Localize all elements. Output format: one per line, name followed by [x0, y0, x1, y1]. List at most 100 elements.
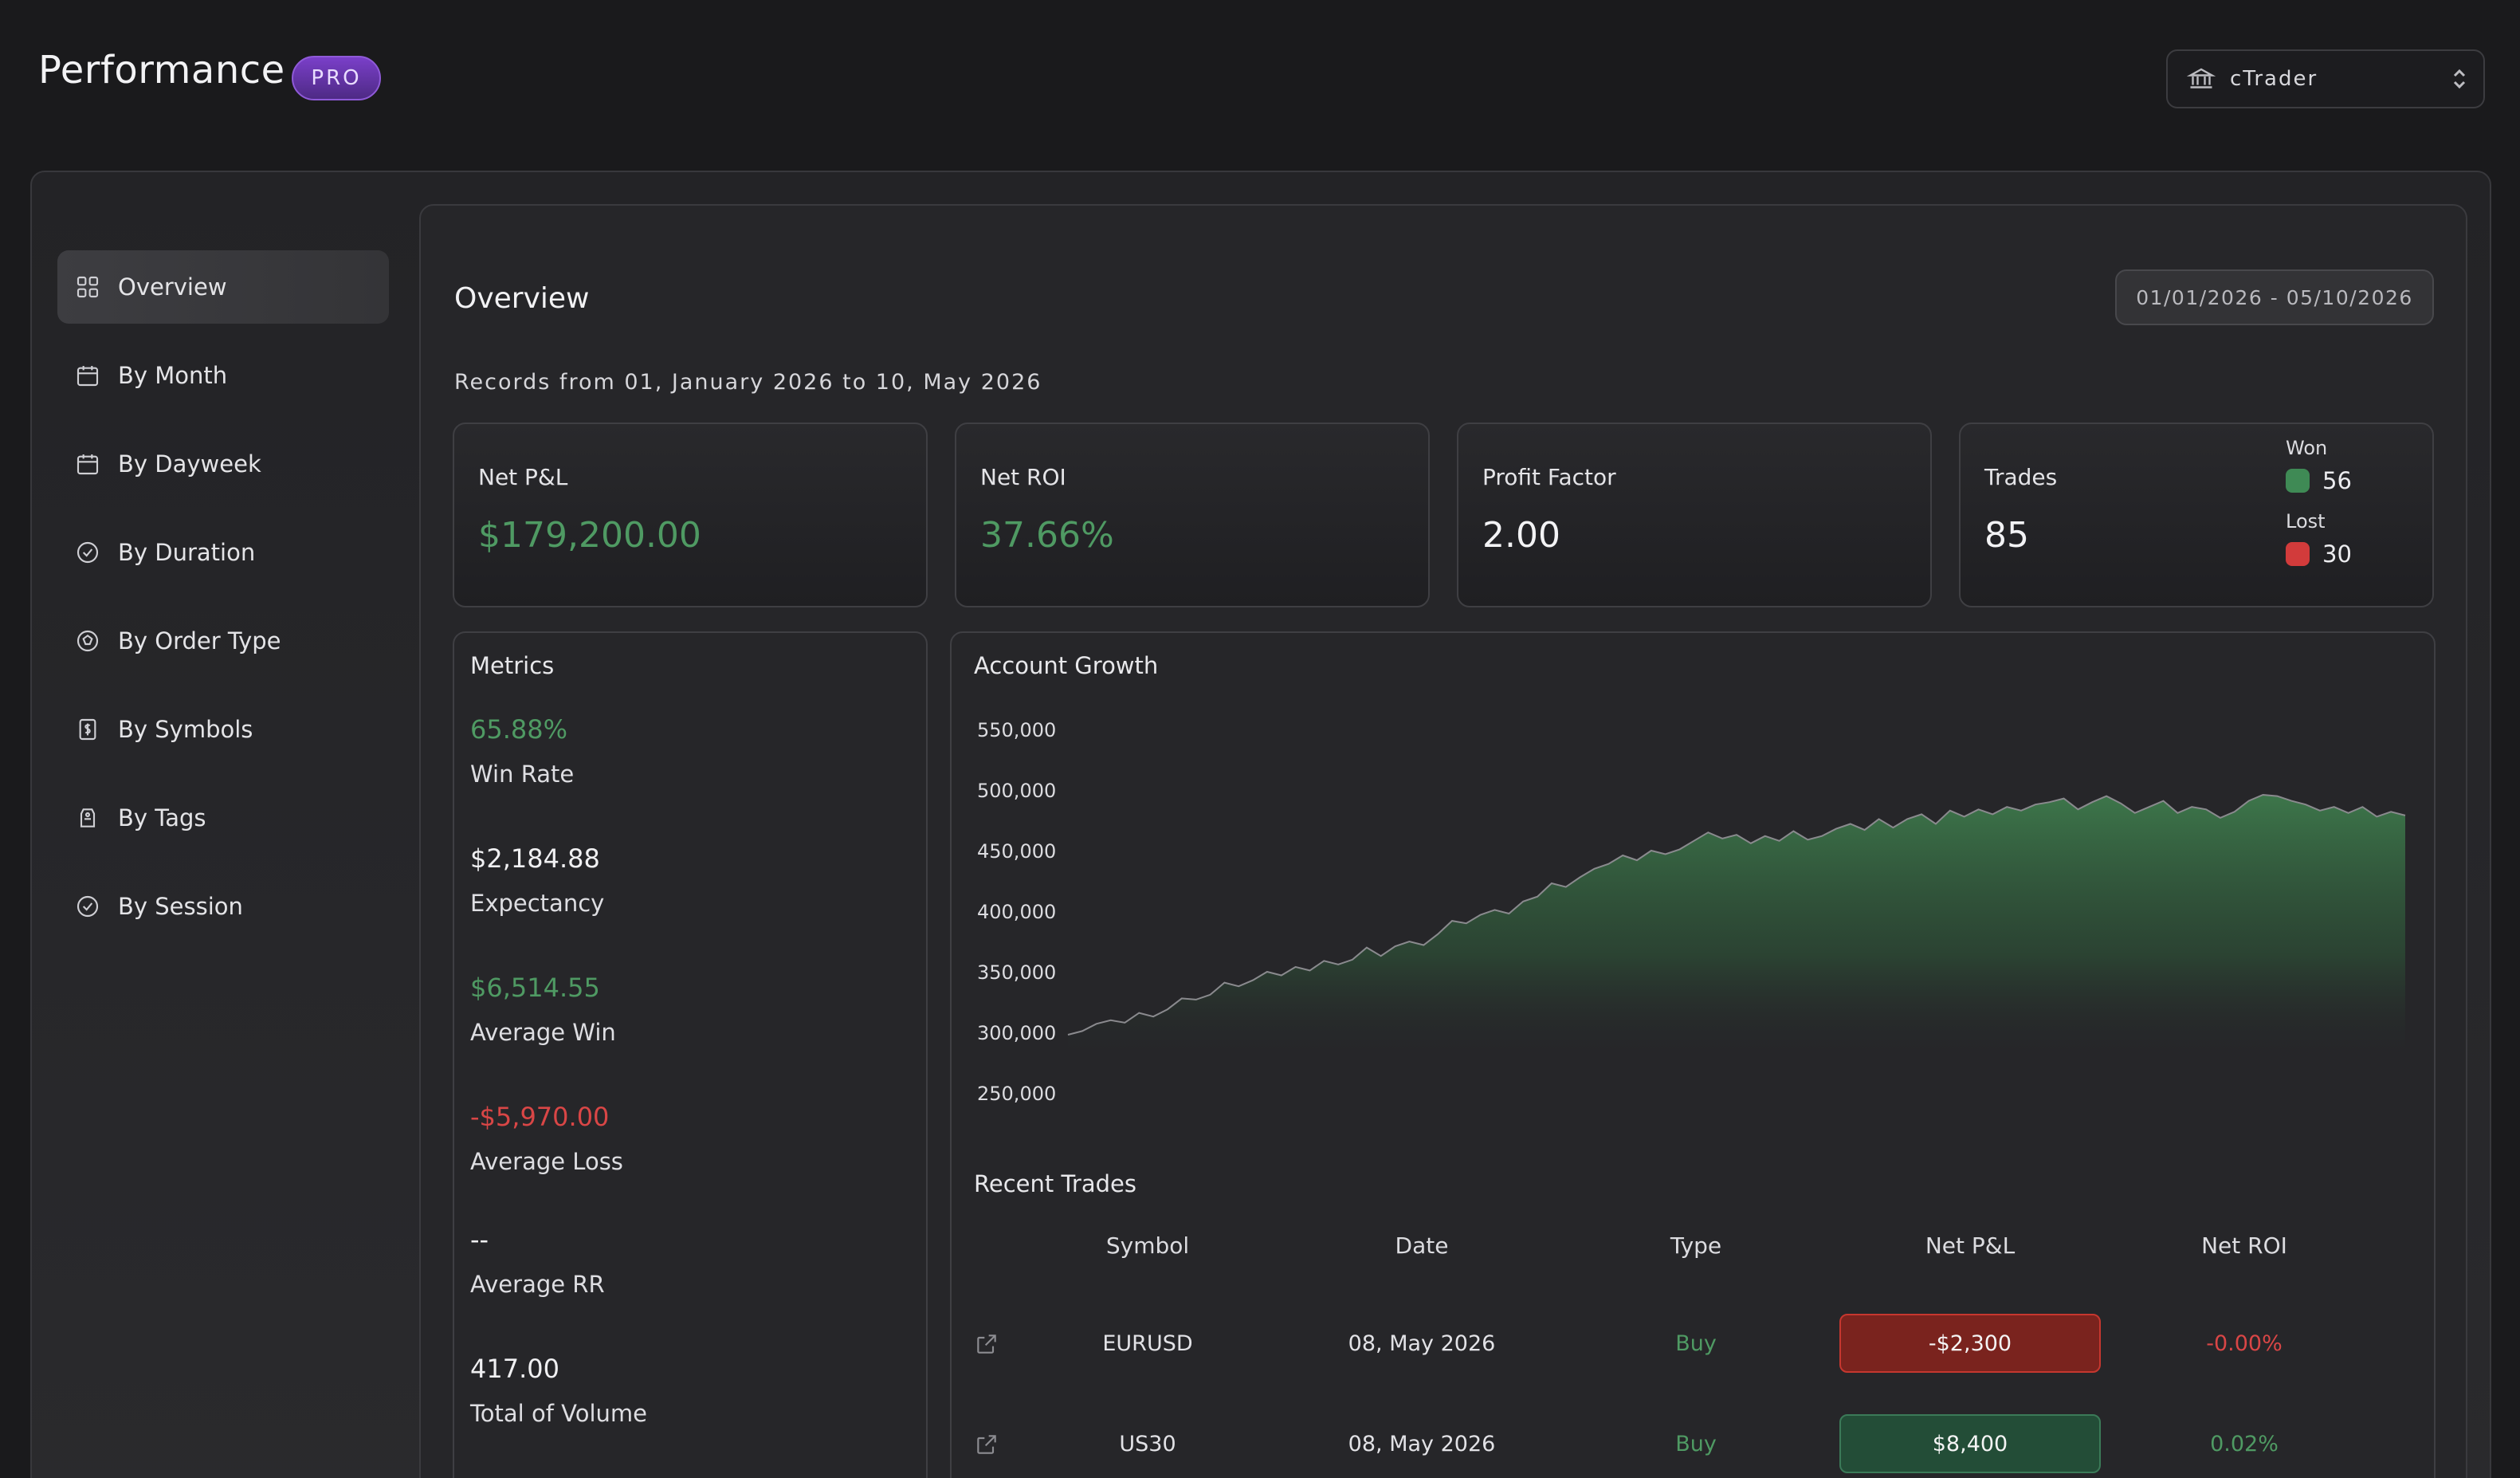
metric-average-rr: -- Average RR — [470, 1224, 605, 1298]
trade-date: 08, May 2026 — [1348, 1331, 1496, 1356]
account-growth-chart — [1067, 793, 2406, 1063]
trade-symbol: EURUSD — [1102, 1331, 1193, 1356]
net-roi-card: Net ROI 37.66% — [955, 423, 1430, 607]
metric-win-rate: 65.88% Win Rate — [470, 714, 574, 788]
metric-label: Win Rate — [470, 761, 575, 788]
y-tick-label: 550,000 — [977, 719, 1057, 741]
metrics-card: Metrics 65.88% Win Rate $2,184.88 Expect… — [453, 631, 928, 1478]
metric-value: 417.00 — [470, 1354, 559, 1384]
trade-type: Buy — [1675, 1432, 1717, 1456]
metric-value: -$5,970.00 — [470, 1102, 610, 1132]
sidebar-item-by-tags[interactable]: By Tags — [57, 781, 389, 855]
sidebar-item-by-month[interactable]: By Month — [57, 339, 389, 412]
metric-average-win: $6,514.55 Average Win — [470, 973, 616, 1046]
metric-value: 65.88% — [470, 714, 568, 745]
sidebar-item-label: Overview — [118, 273, 227, 301]
stat-label: Profit Factor — [1482, 464, 1616, 490]
lost-count: 30 — [2322, 540, 2352, 568]
records-summary: Records from 01, January 2026 to 10, May… — [454, 370, 1042, 395]
stat-label: Net P&L — [478, 464, 568, 490]
won-count: 56 — [2322, 467, 2352, 494]
trade-net-pl: -$2,300 — [1839, 1314, 2101, 1373]
sidebar-item-label: By Symbols — [118, 716, 253, 743]
trade-net-roi: -0.00% — [2206, 1331, 2283, 1356]
lost-swatch — [2286, 542, 2310, 566]
pro-badge: PRO — [292, 56, 381, 100]
growth-area — [1068, 795, 2405, 1063]
metric-value: -- — [470, 1224, 489, 1255]
dollar-doc-icon — [79, 718, 96, 741]
metric-label: Expectancy — [470, 890, 605, 917]
profit-factor-card: Profit Factor 2.00 — [1457, 423, 1932, 607]
sidebar-item-label: By Month — [118, 362, 228, 389]
metric-expectancy: $2,184.88 Expectancy — [470, 843, 604, 917]
trade-symbol: US30 — [1119, 1432, 1176, 1456]
column-header-symbol: Symbol — [1105, 1232, 1190, 1259]
metric-label: Average Loss — [470, 1148, 623, 1175]
page-header: Performance PRO cTrader — [0, 0, 2520, 159]
y-tick-label: 300,000 — [977, 1022, 1057, 1044]
trades-card: Trades 85 Won 56 Lost 30 — [1959, 423, 2434, 607]
y-tick-label: 350,000 — [977, 961, 1057, 984]
chevron-updown-icon — [2453, 69, 2466, 89]
grid-icon — [77, 276, 99, 298]
stat-value: $179,200.00 — [478, 515, 701, 556]
metric-value: $6,514.55 — [470, 973, 600, 1003]
sidebar-item-by-symbols[interactable]: By Symbols — [57, 693, 389, 766]
sidebar-item-by-duration[interactable]: By Duration — [57, 516, 389, 589]
tag-icon — [80, 808, 96, 827]
account-growth-card: Account Growth 550,000 500,000 450,000 4… — [950, 631, 2436, 1478]
won-swatch — [2286, 469, 2310, 493]
y-tick-label: 500,000 — [977, 780, 1057, 802]
growth-line — [1067, 793, 2406, 1036]
metric-label: Average RR — [470, 1271, 605, 1298]
bank-icon — [2187, 68, 2216, 88]
sidebar-item-by-session[interactable]: By Session — [57, 870, 389, 943]
calendar-icon — [77, 366, 99, 387]
date-range-picker[interactable]: 01/01/2026 - 05/10/2026 — [2115, 269, 2434, 325]
sidebar-item-label: By Duration — [118, 539, 256, 566]
sidebar-item-by-order-type[interactable]: By Order Type — [57, 604, 389, 678]
calendar-icon — [77, 454, 99, 475]
broker-select[interactable]: cTrader — [2166, 49, 2485, 108]
stat-value: 37.66% — [980, 515, 1114, 556]
column-header-date: Date — [1395, 1232, 1449, 1259]
stat-label: Net ROI — [980, 464, 1066, 490]
column-header-type: Type — [1670, 1232, 1722, 1259]
trade-date: 08, May 2026 — [1348, 1432, 1496, 1456]
clock-check-icon — [77, 895, 99, 918]
metric-label: Average Win — [470, 1019, 616, 1046]
trade-net-roi: 0.02% — [2210, 1432, 2279, 1456]
sidebar-item-overview[interactable]: Overview — [57, 250, 389, 324]
stat-value: 2.00 — [1482, 515, 1560, 556]
won-label: Won — [2286, 437, 2328, 459]
external-link-icon[interactable] — [974, 1331, 999, 1357]
column-header-net-pl: Net P&L — [1925, 1232, 2016, 1259]
sidebar-item-label: By Session — [118, 893, 243, 920]
stat-value: 85 — [1984, 515, 2029, 556]
metrics-title: Metrics — [470, 652, 555, 679]
order-type-icon — [77, 630, 99, 652]
sidebar-item-label: By Tags — [118, 804, 206, 831]
y-tick-label: 450,000 — [977, 840, 1057, 863]
metric-total-volume: 417.00 Total of Volume — [470, 1354, 647, 1427]
y-tick-label: 400,000 — [977, 901, 1057, 923]
sidebar-item-by-dayweek[interactable]: By Dayweek — [57, 427, 389, 501]
recent-trades-title: Recent Trades — [974, 1170, 1136, 1197]
won-lost-breakdown: Won 56 Lost 30 — [2286, 437, 2352, 584]
column-header-net-roi: Net ROI — [2201, 1232, 2287, 1259]
trade-net-pl: $8,400 — [1839, 1414, 2101, 1473]
lost-label: Lost — [2286, 510, 2326, 533]
metric-average-loss: -$5,970.00 Average Loss — [470, 1102, 623, 1175]
external-link-icon[interactable] — [974, 1432, 999, 1457]
sidebar-item-label: By Dayweek — [118, 450, 261, 478]
chart-title: Account Growth — [974, 652, 1159, 679]
sidebar-item-label: By Order Type — [118, 627, 281, 654]
y-tick-label: 250,000 — [977, 1083, 1057, 1105]
metric-value: $2,184.88 — [470, 843, 600, 874]
trade-type: Buy — [1675, 1331, 1717, 1356]
section-title: Overview — [454, 282, 590, 315]
stat-label: Trades — [1984, 464, 2058, 490]
overview-panel: Overview 01/01/2026 - 05/10/2026 Records… — [419, 204, 2467, 1478]
net-pl-card: Net P&L $179,200.00 — [453, 423, 928, 607]
